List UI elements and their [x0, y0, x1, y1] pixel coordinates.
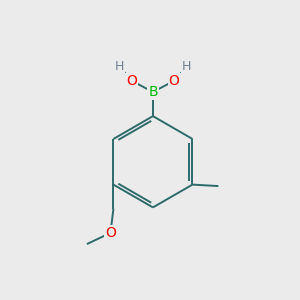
Text: B: B — [148, 85, 158, 99]
Text: H: H — [115, 60, 124, 73]
Text: H: H — [182, 60, 191, 73]
Text: O: O — [169, 74, 180, 88]
Text: O: O — [105, 226, 116, 240]
Text: O: O — [126, 74, 137, 88]
